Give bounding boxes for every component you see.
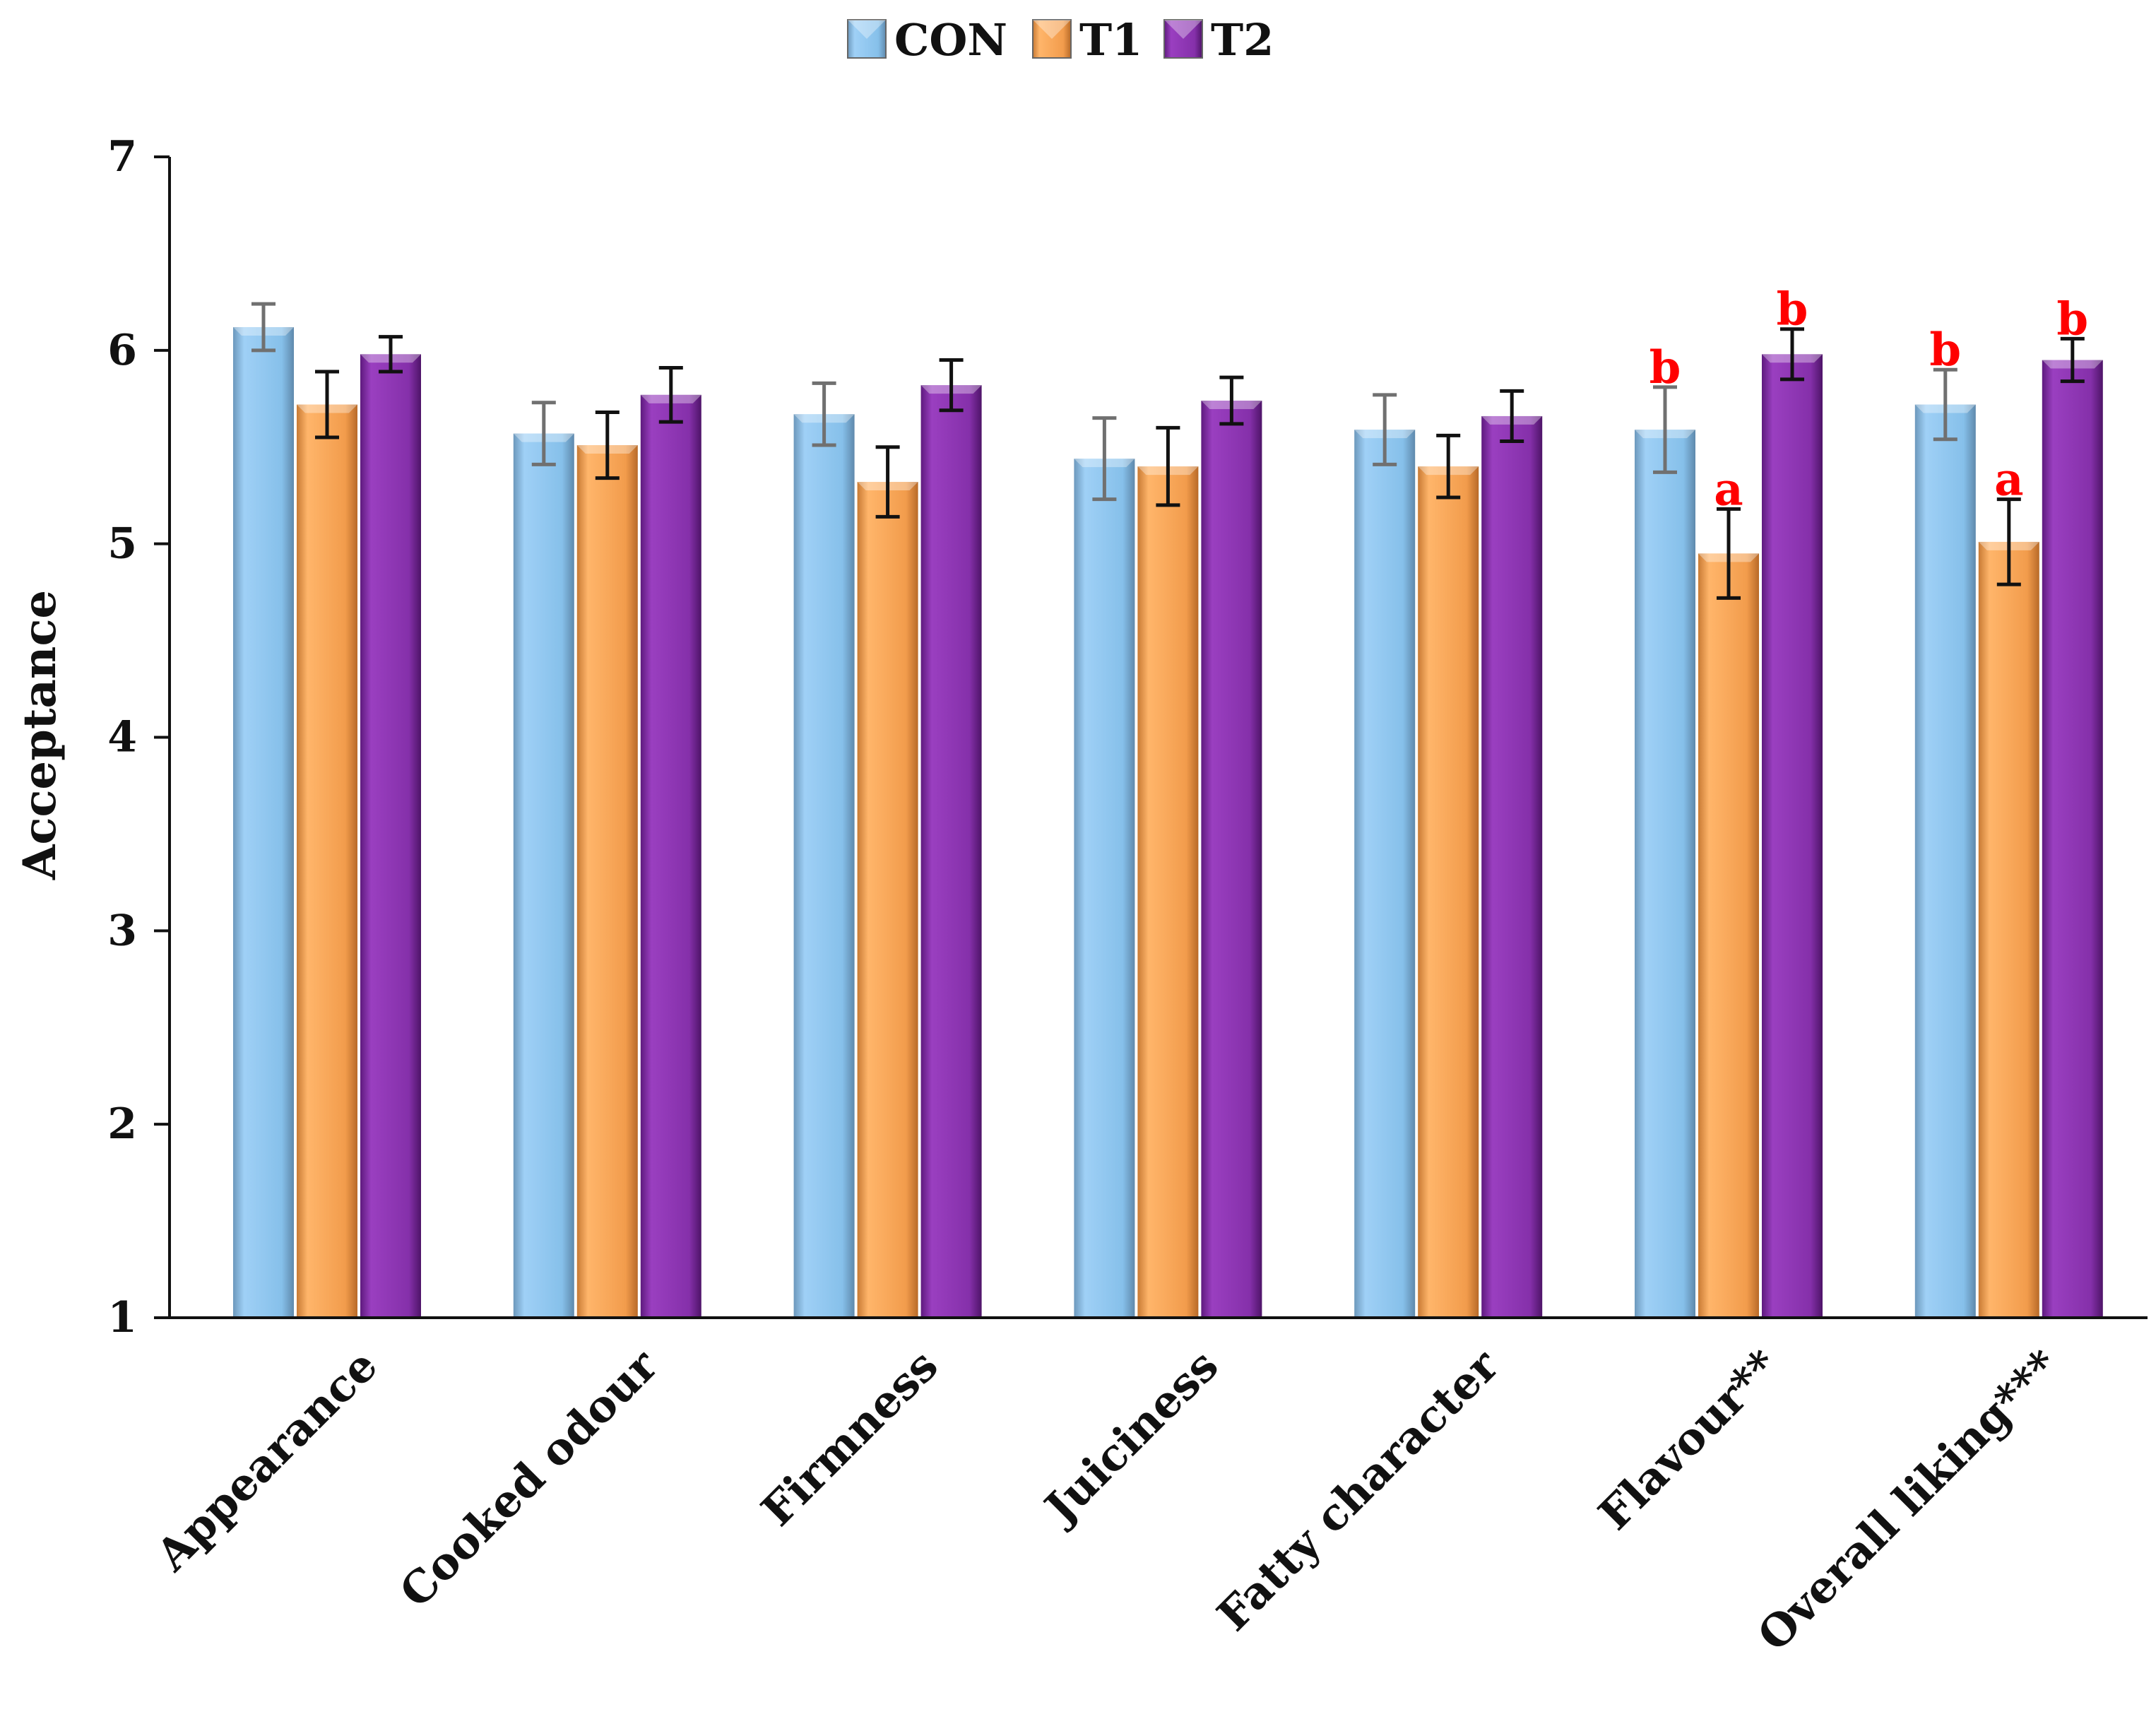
y-tick-label: 7 (107, 132, 137, 182)
x-tick-label: Juiciness (1033, 1340, 1228, 1535)
legend-swatch (1163, 19, 1203, 59)
bar-con-6 (1914, 404, 1976, 1318)
significance-letter: b (1777, 283, 1808, 336)
y-tick-label: 4 (107, 713, 137, 762)
bar-con-2 (793, 414, 855, 1318)
significance-letter: b (1649, 341, 1681, 394)
legend: CON T1 T2 (847, 14, 1274, 66)
legend-swatch-bevel (1033, 20, 1071, 39)
bar-t1-0 (297, 404, 357, 1318)
x-tick-label: Firmness (752, 1340, 948, 1536)
x-tick-label: Fatty character (1207, 1339, 1509, 1641)
y-tick-label: 3 (107, 906, 137, 955)
bar-con-4 (1354, 430, 1416, 1318)
bar-t1-2 (857, 482, 918, 1318)
bar-t2-4 (1481, 415, 1543, 1318)
legend-label: T2 (1211, 14, 1274, 66)
y-tick-label: 2 (107, 1099, 137, 1149)
bar-t2-3 (1201, 401, 1262, 1318)
legend-item-t2: T2 (1163, 14, 1274, 66)
bar-t1-4 (1418, 466, 1479, 1318)
significance-letter: b (2056, 293, 2088, 346)
legend-item-con: CON (847, 14, 1007, 66)
bar-group: b a b b a b (233, 283, 2103, 1318)
bar-con-0 (233, 326, 294, 1318)
legend-label: T1 (1079, 14, 1142, 66)
x-tick-label: Appearance (146, 1340, 387, 1581)
bar-t1-5 (1698, 553, 1759, 1318)
y-axis: 1 2 3 4 5 6 7 (107, 132, 171, 1342)
legend-item-t1: T1 (1032, 14, 1142, 66)
bar-con-1 (513, 433, 574, 1318)
x-tick-label: Overall liking*** (1748, 1340, 2069, 1661)
bar-con-3 (1074, 459, 1135, 1318)
bar-t2-0 (360, 354, 421, 1318)
legend-swatch-bevel (848, 20, 886, 39)
y-axis-title: Acceptance (13, 590, 66, 880)
y-tick-label: 6 (107, 326, 137, 375)
bar-t1-1 (576, 445, 638, 1318)
bar-t1-3 (1137, 466, 1199, 1318)
x-tick-label: Flavour** (1589, 1340, 1789, 1540)
x-axis: Appearance Cooked odour Firmness JuicinessF… (146, 1316, 2148, 1661)
bar-t2-2 (920, 385, 982, 1318)
x-tick-label: Cooked odour (390, 1339, 668, 1617)
legend-label: CON (894, 14, 1007, 66)
bar-t1-6 (1978, 541, 2039, 1318)
bar-con-5 (1635, 430, 1695, 1318)
legend-swatch (1032, 19, 1072, 59)
significance-letter: b (1929, 324, 1961, 377)
bar-t2-6 (2042, 360, 2103, 1318)
y-tick-label: 1 (107, 1293, 137, 1342)
legend-swatch-bevel (1164, 20, 1202, 39)
y-tick-label: 5 (107, 519, 137, 569)
significance-letter: a (1994, 454, 2023, 507)
legend-swatch (847, 19, 887, 59)
bar-t2-1 (640, 394, 701, 1318)
bar-t2-5 (1762, 354, 1823, 1318)
significance-letter: a (1714, 463, 1743, 516)
